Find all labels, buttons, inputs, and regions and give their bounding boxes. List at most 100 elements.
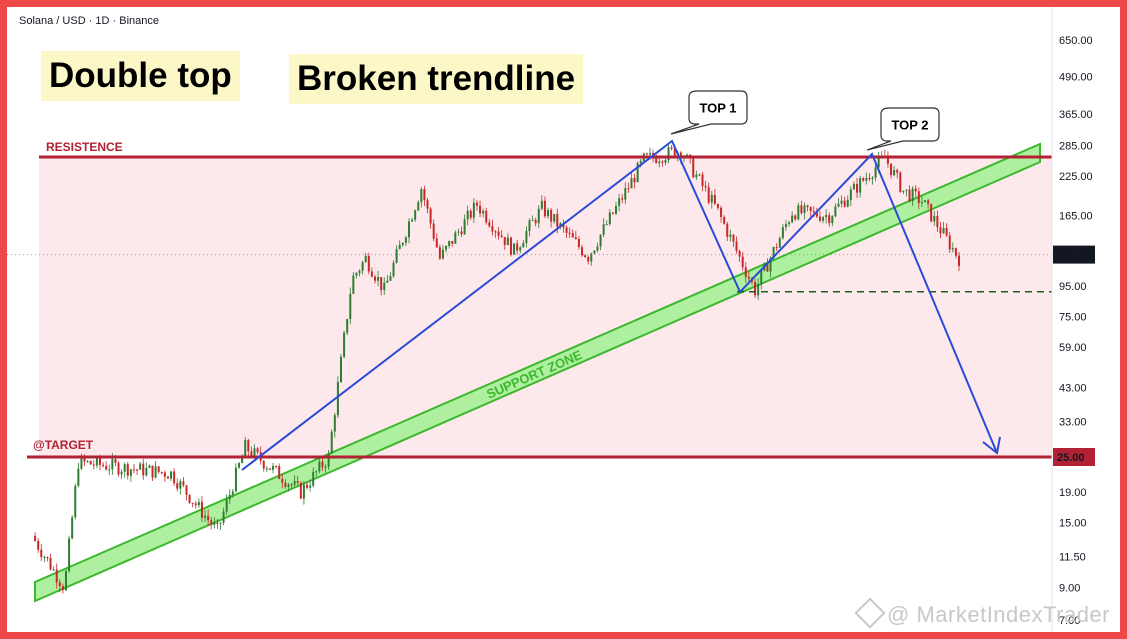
- candle-body: [852, 183, 855, 190]
- candle-body: [877, 157, 880, 168]
- candle-body: [494, 231, 497, 233]
- candle-body: [377, 277, 380, 281]
- top2-label: TOP 2: [891, 118, 928, 133]
- candle-body: [275, 465, 278, 467]
- candle-body: [667, 147, 670, 161]
- candle-body: [160, 471, 163, 473]
- candle-body: [309, 485, 312, 488]
- candle-body: [438, 247, 441, 259]
- price-tick-label: 43.00: [1059, 383, 1087, 395]
- candle-body: [349, 293, 352, 320]
- price-tick-label: 9.00: [1059, 583, 1080, 595]
- candle-body: [732, 234, 735, 242]
- price-badge: [1053, 245, 1095, 264]
- candle-body: [738, 250, 741, 257]
- candle-body: [426, 200, 429, 209]
- candle-body: [741, 256, 744, 268]
- candle-body: [296, 481, 299, 483]
- candle-body: [615, 205, 618, 214]
- watermark-text: @ MarketIndexTrader: [887, 602, 1110, 627]
- candle-body: [401, 242, 404, 245]
- candle-body: [531, 219, 534, 221]
- candle-body: [902, 190, 905, 192]
- candle-body: [457, 231, 460, 233]
- candle-body: [432, 223, 435, 239]
- candle-body: [417, 202, 420, 211]
- candle-body: [244, 440, 247, 457]
- candle-body: [553, 213, 556, 222]
- candle-body: [166, 476, 169, 479]
- price-tick-label: 225.00: [1059, 171, 1093, 183]
- price-tick-label: 365.00: [1059, 109, 1093, 121]
- candle-body: [924, 200, 927, 203]
- candle-body: [837, 203, 840, 207]
- candle-body: [747, 276, 750, 279]
- candle-body: [157, 466, 160, 472]
- candle-body: [509, 237, 512, 255]
- candle-body: [633, 178, 636, 183]
- candle-body: [781, 227, 784, 239]
- price-tick-label: 165.00: [1059, 211, 1093, 223]
- candle-body: [52, 569, 55, 571]
- candle-body: [599, 234, 602, 247]
- candle-body: [37, 540, 40, 550]
- candle-body: [865, 177, 868, 181]
- candle-body: [954, 248, 957, 256]
- candle-body: [145, 467, 148, 476]
- candle-body: [475, 202, 478, 206]
- candle-body: [321, 461, 324, 468]
- candle-body: [791, 215, 794, 223]
- candle-body: [151, 465, 154, 478]
- candle-body: [268, 468, 271, 470]
- top1-label: TOP 1: [699, 101, 736, 116]
- candle-body: [83, 456, 86, 462]
- candle-body: [720, 207, 723, 218]
- candle-body: [846, 199, 849, 207]
- candle-body: [460, 231, 463, 235]
- candle-body: [917, 191, 920, 204]
- candle-body: [336, 382, 339, 416]
- candle-body: [448, 240, 451, 246]
- candle-body: [695, 174, 698, 178]
- candle-body: [98, 457, 101, 465]
- candle-body: [265, 468, 268, 470]
- candle-body: [451, 240, 454, 244]
- candle-body: [534, 219, 537, 224]
- price-tick-label: 59.00: [1059, 342, 1087, 354]
- candle-body: [333, 415, 336, 432]
- candle-body: [908, 189, 911, 202]
- candle-body: [698, 174, 701, 176]
- candle-body: [859, 178, 862, 193]
- candle-body: [797, 205, 800, 220]
- candle-body: [281, 478, 284, 483]
- watermark: @ MarketIndexTrader: [854, 597, 1110, 629]
- candle-body: [441, 249, 444, 259]
- candle-body: [571, 233, 574, 238]
- candle-body: [272, 465, 275, 470]
- candle-body: [713, 194, 716, 204]
- candle-body: [868, 177, 871, 180]
- candle-body: [210, 520, 213, 525]
- candle-body: [574, 237, 577, 240]
- candle-body: [893, 170, 896, 176]
- candle-body: [936, 215, 939, 228]
- price-tick-label: 285.00: [1059, 141, 1093, 153]
- candle-body: [788, 222, 791, 225]
- candle-body: [238, 463, 241, 468]
- candle-body: [77, 468, 80, 486]
- candle-body: [800, 205, 803, 214]
- candle-body: [383, 282, 386, 291]
- candle-body: [231, 491, 234, 495]
- candle-body: [111, 459, 114, 470]
- candle-body: [775, 247, 778, 249]
- candle-body: [707, 187, 710, 203]
- candle-body: [772, 247, 775, 259]
- target-arrow-head: [982, 436, 1001, 455]
- candle-body: [105, 465, 108, 470]
- candle-body: [806, 205, 809, 207]
- candle-body: [794, 215, 797, 220]
- candle-body: [306, 484, 309, 488]
- candle-body: [528, 220, 531, 231]
- candle-body: [253, 448, 256, 457]
